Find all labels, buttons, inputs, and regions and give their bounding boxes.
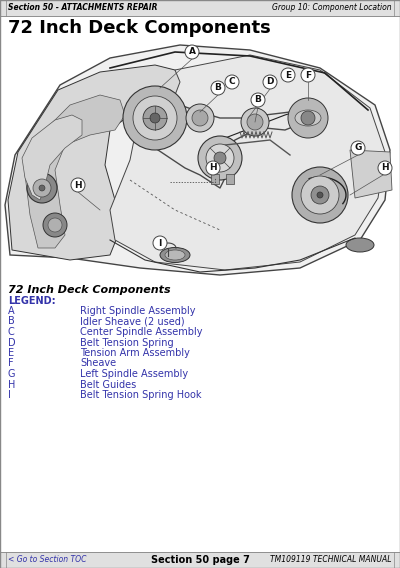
Text: H: H [209,164,217,173]
Circle shape [185,45,199,59]
Circle shape [48,218,62,232]
Circle shape [292,167,348,223]
Circle shape [43,213,67,237]
Text: 72 Inch Deck Components: 72 Inch Deck Components [8,285,171,295]
Text: F: F [8,358,14,369]
Text: Sheave: Sheave [80,358,116,369]
Circle shape [153,236,167,250]
Text: D: D [266,77,274,86]
Text: Section 50 page 7: Section 50 page 7 [150,555,250,565]
Text: F: F [305,70,311,80]
Circle shape [263,75,277,89]
Circle shape [288,98,328,138]
Circle shape [251,93,265,107]
Bar [226,174,234,184]
Text: < Go to Section TOC: < Go to Section TOC [8,556,86,565]
Polygon shape [25,95,125,248]
Circle shape [186,104,214,132]
Ellipse shape [160,248,190,262]
Circle shape [301,176,339,214]
Text: I: I [158,239,162,248]
Polygon shape [350,150,392,198]
Ellipse shape [346,238,374,252]
Circle shape [214,152,226,164]
Text: Group 10: Component Location: Group 10: Component Location [272,3,392,12]
Text: Tension Arm Assembly: Tension Arm Assembly [80,348,190,358]
Text: H: H [381,164,389,173]
Circle shape [206,161,220,175]
Circle shape [206,144,234,172]
Text: 72 Inch Deck Components: 72 Inch Deck Components [8,19,271,37]
Circle shape [351,141,365,155]
Circle shape [39,185,45,191]
Text: B: B [254,95,262,105]
Circle shape [192,110,208,126]
Text: Idler Sheave (2 used): Idler Sheave (2 used) [80,316,185,327]
Text: Belt Tension Spring Hook: Belt Tension Spring Hook [80,390,202,400]
Text: A: A [8,306,15,316]
Text: D: D [8,337,16,348]
Circle shape [133,96,177,140]
Circle shape [247,114,263,130]
Text: C: C [8,327,15,337]
Text: E: E [8,348,14,358]
Text: LEGEND:: LEGEND: [8,296,56,306]
Circle shape [317,192,323,198]
Text: E: E [285,70,291,80]
Text: A: A [188,48,196,56]
Text: TM109119 TECHNICAL MANUAL: TM109119 TECHNICAL MANUAL [270,556,392,565]
Polygon shape [8,65,185,260]
Text: Belt Guides: Belt Guides [80,379,136,390]
Bar [0,552,400,568]
Text: H: H [8,379,15,390]
Circle shape [301,111,315,125]
Circle shape [143,106,167,130]
Bar [211,174,219,184]
Circle shape [301,68,315,82]
Circle shape [225,75,239,89]
Text: Section 50 - ATTACHMENTS REPAIR: Section 50 - ATTACHMENTS REPAIR [8,3,158,12]
Ellipse shape [165,250,185,260]
Circle shape [71,178,85,192]
Text: C: C [229,77,235,86]
Circle shape [27,173,57,203]
Text: B: B [214,83,222,93]
Circle shape [281,68,295,82]
Text: I: I [8,390,11,400]
Text: Belt Tension Spring: Belt Tension Spring [80,337,174,348]
Circle shape [198,136,242,180]
Polygon shape [22,115,82,200]
Circle shape [150,113,160,123]
Polygon shape [5,45,390,275]
Text: H: H [74,181,82,190]
Text: Left Spindle Assembly: Left Spindle Assembly [80,369,188,379]
Polygon shape [110,55,385,270]
Text: G: G [8,369,16,379]
Text: G: G [354,144,362,152]
Bar [0,0,400,16]
Text: B: B [8,316,15,327]
Text: Right Spindle Assembly: Right Spindle Assembly [80,306,196,316]
Circle shape [311,186,329,204]
Circle shape [378,161,392,175]
Circle shape [123,86,187,150]
Circle shape [241,108,269,136]
Circle shape [211,81,225,95]
Ellipse shape [295,110,321,126]
Text: Center Spindle Assembly: Center Spindle Assembly [80,327,202,337]
Circle shape [33,179,51,197]
